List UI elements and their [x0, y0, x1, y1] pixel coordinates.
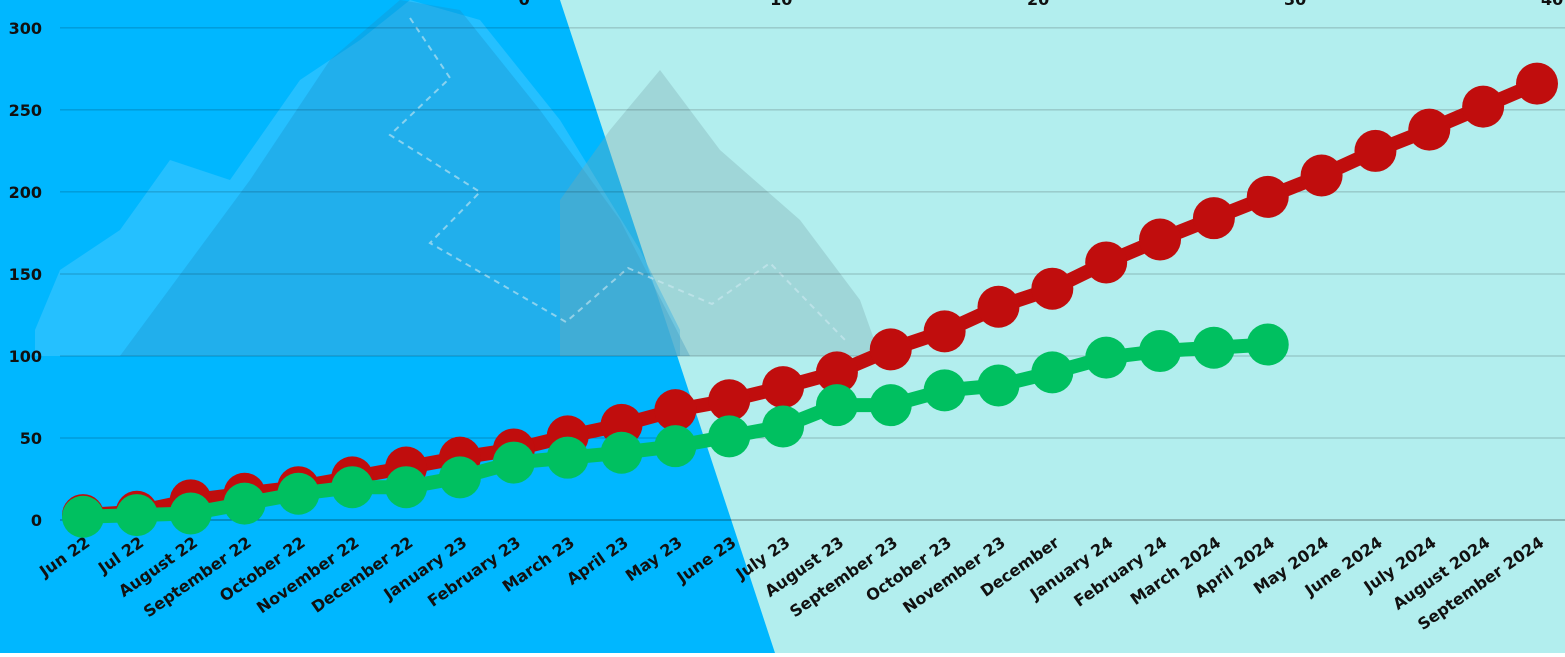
data-point: [438, 456, 481, 499]
y-tick-label: 200: [9, 183, 42, 202]
x2-tick-label: 30: [1284, 0, 1306, 9]
data-point: [1246, 175, 1289, 218]
data-point: [923, 369, 966, 412]
data-point: [546, 436, 589, 479]
decoration: [388, 17, 846, 341]
data-point: [923, 310, 966, 353]
data-point: [223, 482, 266, 525]
y-tick-label: 300: [9, 19, 42, 38]
data-point: [1192, 197, 1235, 240]
data-point: [1031, 351, 1074, 394]
x2-tick-label: 0: [519, 0, 530, 9]
data-point: [331, 466, 374, 509]
data-point: [869, 328, 912, 371]
y-tick-label: 50: [20, 429, 42, 448]
data-point: [654, 389, 697, 432]
data-point: [277, 472, 320, 515]
mountain: [120, 0, 690, 356]
data-point: [115, 494, 158, 537]
mountain: [560, 70, 880, 356]
data-point: [708, 415, 751, 458]
data-point: [1300, 154, 1343, 197]
mountain: [35, 0, 680, 356]
data-point: [1462, 85, 1505, 128]
data-point: [815, 351, 858, 394]
data-point: [1085, 241, 1128, 284]
data-point: [1408, 108, 1451, 151]
data-point: [654, 425, 697, 468]
data-point: [1246, 323, 1289, 366]
data-point: [1516, 62, 1558, 105]
data-point: [1354, 129, 1397, 172]
data-point: [1085, 336, 1128, 379]
data-point: [708, 379, 751, 422]
data-point: [169, 492, 212, 535]
data-point: [762, 405, 805, 448]
x2-tick-label: 40: [1541, 0, 1563, 9]
y-tick-label: 100: [9, 347, 42, 366]
data-point: [62, 495, 104, 538]
data-point: [869, 384, 912, 427]
y-tick-label: 250: [9, 101, 42, 120]
data-point: [1192, 326, 1235, 369]
data-point: [815, 384, 858, 427]
data-point: [492, 441, 535, 484]
data-point: [385, 466, 428, 509]
x2-tick-label: 20: [1027, 0, 1049, 9]
y-tick-label: 150: [9, 265, 42, 284]
x2-tick-label: 10: [770, 0, 792, 9]
data-point: [977, 364, 1020, 407]
data-point: [977, 285, 1020, 328]
data-point: [1031, 267, 1074, 310]
data-point: [1139, 330, 1182, 373]
y-tick-label: 0: [31, 511, 42, 530]
data-point: [1139, 218, 1182, 261]
data-point: [600, 431, 643, 474]
series-line: [82, 77, 1540, 523]
data-point: [762, 366, 805, 409]
